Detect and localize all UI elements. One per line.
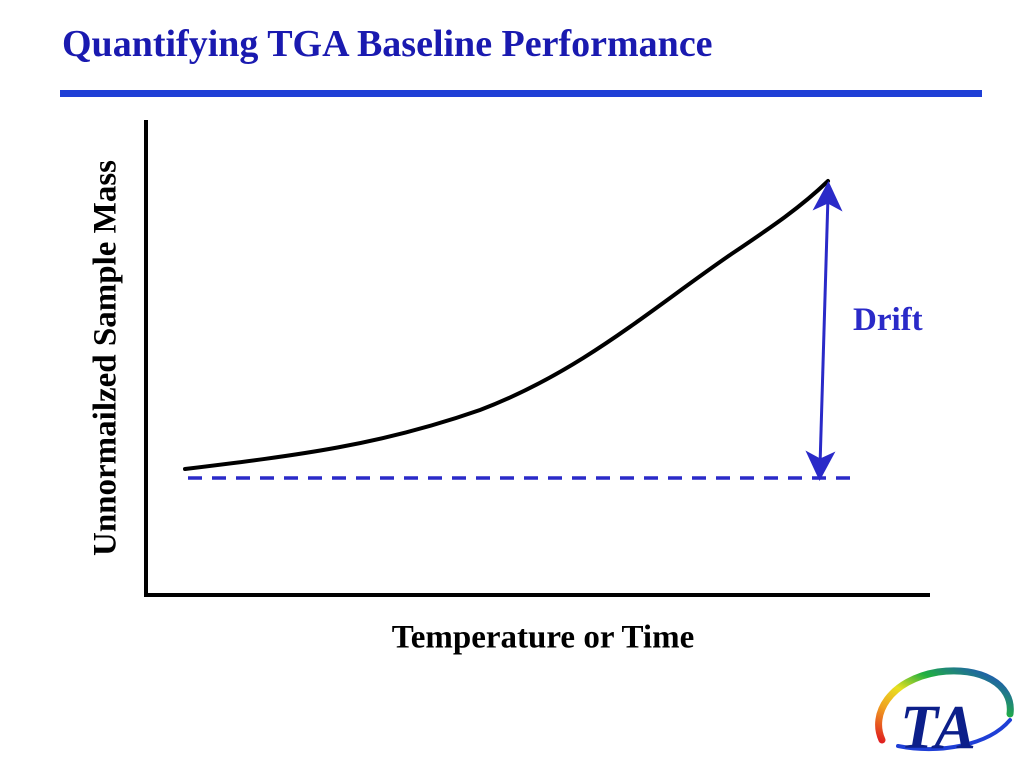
ta-logo: TA [875, 667, 1014, 762]
title-underline [60, 90, 982, 97]
y-axis-label: Unnormailzed Sample Mass [87, 160, 124, 556]
slide-title: Quantifying TGA Baseline Performance [62, 23, 713, 65]
x-axis-label: Temperature or Time [391, 619, 695, 656]
logo-text: TA [900, 694, 976, 762]
drift-arrow [805, 181, 843, 481]
drift-label: Drift [853, 302, 923, 338]
mass-drift-curve [183, 179, 830, 471]
